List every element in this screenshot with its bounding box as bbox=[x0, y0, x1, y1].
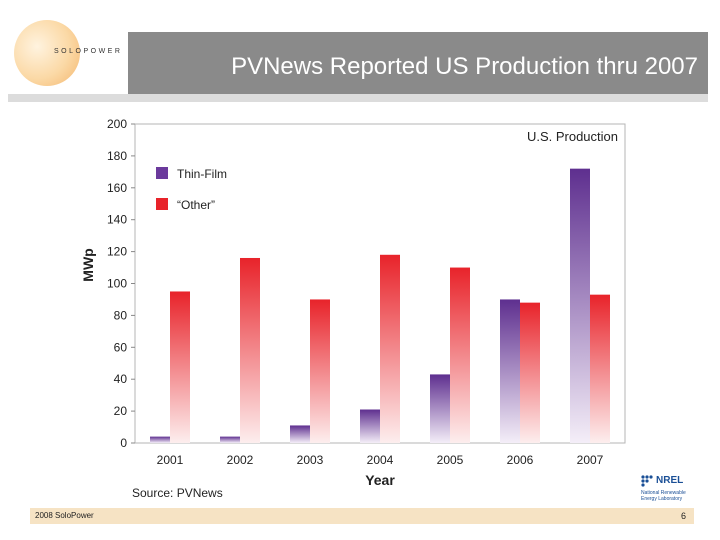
legend-label-other: “Other” bbox=[177, 198, 215, 212]
bar-thin-film bbox=[430, 374, 450, 443]
y-tick-label: 20 bbox=[114, 404, 128, 418]
x-tick-label: 2005 bbox=[437, 453, 464, 467]
x-tick-label: 2002 bbox=[227, 453, 254, 467]
y-tick-label: 160 bbox=[107, 181, 127, 195]
copyright: 2008 SoloPower bbox=[35, 511, 94, 520]
chart-title: U.S. Production bbox=[527, 129, 618, 144]
bar-other bbox=[520, 302, 540, 443]
logo-text: SOLOPOWER bbox=[54, 48, 123, 55]
slide-title: PVNews Reported US Production thru 2007 bbox=[231, 53, 698, 80]
y-tick-label: 0 bbox=[120, 436, 127, 450]
bar-other bbox=[310, 299, 330, 443]
y-tick-label: 180 bbox=[107, 149, 127, 163]
y-tick-label: 120 bbox=[107, 245, 127, 259]
x-tick-label: 2001 bbox=[157, 453, 184, 467]
bar-other bbox=[380, 254, 400, 443]
nrel-mark-icon bbox=[641, 475, 653, 487]
nrel-subtitle: National Renewable Energy Laboratory bbox=[641, 490, 686, 502]
x-tick-label: 2003 bbox=[297, 453, 324, 467]
y-tick-label: 80 bbox=[114, 308, 128, 322]
bar-thin-film bbox=[290, 425, 310, 443]
legend-label-thin-film: Thin-Film bbox=[177, 167, 227, 181]
y-tick-label: 40 bbox=[114, 372, 128, 386]
page-number: 6 bbox=[680, 511, 686, 521]
bar-thin-film bbox=[360, 409, 380, 443]
nrel-name: NREL bbox=[656, 475, 684, 486]
legend-swatch-other bbox=[156, 198, 168, 210]
x-tick-label: 2007 bbox=[577, 453, 604, 467]
bar-thin-film bbox=[220, 436, 240, 443]
bar-other bbox=[170, 291, 190, 443]
legend: Thin-Film “Other” bbox=[156, 167, 227, 212]
legend-swatch-thin-film bbox=[156, 167, 168, 179]
y-tick-label: 100 bbox=[107, 277, 127, 291]
logo-sun-icon bbox=[14, 20, 80, 86]
solopower-logo: SOLOPOWER bbox=[8, 14, 126, 92]
x-tick-label: 2004 bbox=[367, 453, 394, 467]
bar-other bbox=[590, 294, 610, 443]
bar-thin-film bbox=[150, 436, 170, 443]
bar-thin-film bbox=[570, 168, 590, 443]
y-tick-label: 140 bbox=[107, 213, 127, 227]
bar-other bbox=[450, 267, 470, 443]
footer-bar: 2008 SoloPower 6 bbox=[30, 508, 694, 524]
bar-other bbox=[240, 257, 260, 443]
y-tick-label: 60 bbox=[114, 340, 128, 354]
nrel-logo: NREL National Renewable Energy Laborator… bbox=[640, 474, 700, 508]
title-bar: PVNews Reported US Production thru 2007 bbox=[128, 32, 708, 94]
source-note: Source: PVNews bbox=[132, 486, 223, 500]
bar-thin-film bbox=[500, 299, 520, 443]
x-tick-label: 2006 bbox=[507, 453, 534, 467]
x-axis-label: Year bbox=[365, 472, 395, 488]
title-divider bbox=[8, 94, 708, 102]
y-tick-label: 200 bbox=[107, 117, 127, 131]
y-axis-label: MWp bbox=[80, 248, 96, 281]
